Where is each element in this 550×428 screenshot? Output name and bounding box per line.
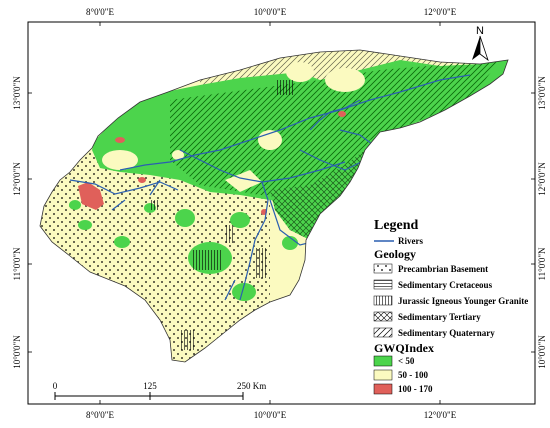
gwq-low-swatch — [373, 355, 393, 367]
left-tick-label: 13°0'0"N — [12, 76, 22, 110]
geology-item-label: Sedimentary Cretaceous — [398, 280, 493, 290]
scale-label: 250 Km — [237, 381, 266, 391]
geology-item-label: Sedimentary Quaternary — [398, 328, 495, 338]
bottom-tick-label: 8°0'0"E — [86, 410, 114, 420]
right-tick-label: 13°0'0"N — [537, 76, 547, 110]
scale-label: 0 — [53, 381, 58, 391]
geology-title: Geology — [374, 247, 416, 261]
gwq-mid-swatch — [373, 369, 393, 381]
left-tick-label: 10°0'0"N — [12, 335, 22, 369]
rivers-legend-label: Rivers — [398, 236, 423, 246]
geology-item-label: Precambrian Basement — [398, 264, 488, 274]
right-tick-label: 10°0'0"N — [537, 335, 547, 369]
map-frame — [27, 21, 536, 405]
gwq-item-label: 100 - 170 — [398, 384, 433, 394]
top-tick-label: 12°0'0"E — [424, 7, 457, 17]
right-tick-label: 12°0'0"N — [537, 162, 547, 196]
north-arrow: N — [472, 25, 489, 62]
bottom-tick-label: 10°0'0"E — [254, 410, 287, 420]
gwq-title: GWQIndex — [374, 341, 434, 355]
graticule-ticks — [28, 22, 535, 404]
river-network — [69, 74, 471, 301]
gwq-item-label: < 50 — [398, 356, 415, 366]
scale-bar: 0 125 250 Km — [53, 381, 266, 400]
north-arrow-label: N — [476, 25, 484, 37]
geology-item-label: Jurassic Igneous Younger Granite — [398, 296, 528, 306]
top-tick-label: 8°0'0"E — [86, 7, 114, 17]
gwq-high-swatch — [373, 383, 393, 395]
top-tick-label: 10°0'0"E — [254, 7, 287, 17]
left-tick-label: 11°0'0"N — [12, 247, 22, 281]
high-index-zone — [78, 182, 104, 210]
bottom-tick-label: 12°0'0"E — [424, 410, 457, 420]
scale-label: 125 — [143, 381, 157, 391]
legend-title: Legend — [374, 218, 419, 233]
gwq-item-label: 50 - 100 — [398, 370, 428, 380]
right-tick-label: 11°0'0"N — [537, 247, 547, 281]
geology-item-label: Sedimentary Tertiary — [398, 312, 481, 322]
legend: Legend Rivers Geology Precambrian Baseme… — [373, 218, 528, 395]
left-tick-label: 12°0'0"N — [12, 162, 22, 196]
